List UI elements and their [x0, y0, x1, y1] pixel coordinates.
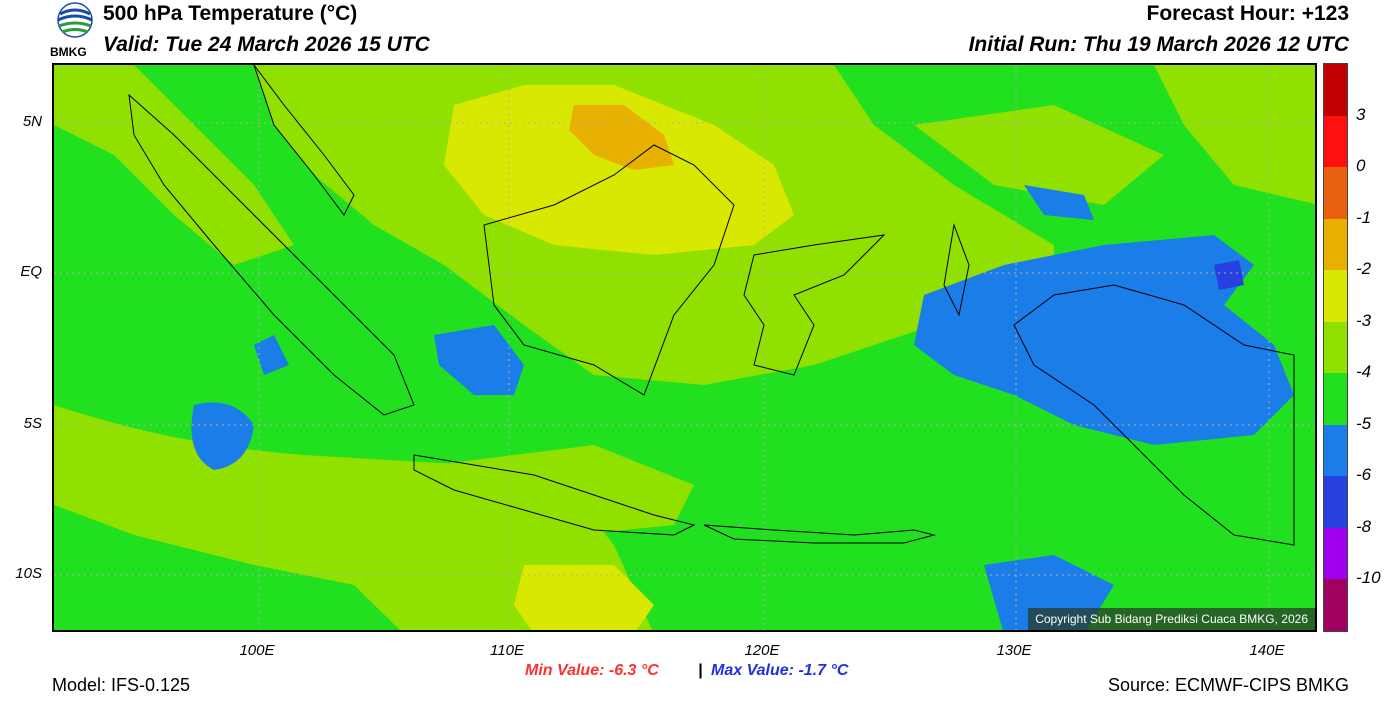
- min-value: Min Value: -6.3 °C: [525, 662, 659, 679]
- lat-label: 5S: [23, 415, 42, 432]
- colorbar-segment: [1324, 527, 1347, 580]
- lon-label: 130E: [996, 642, 1032, 659]
- lat-label: EQ: [20, 263, 42, 280]
- lon-label: 120E: [744, 642, 780, 659]
- logo-text: BMKG: [50, 45, 87, 59]
- forecast-hour: Forecast Hour: +123: [1146, 2, 1350, 25]
- model-info: Model: IFS-0.125: [52, 675, 191, 695]
- temperature-map: [52, 63, 1317, 632]
- colorbar-segment: [1324, 270, 1347, 322]
- colorbar-segment: [1324, 64, 1347, 116]
- colorbar-label: -8: [1356, 516, 1372, 536]
- colorbar-segment: [1324, 373, 1347, 425]
- colorbar-segment: [1324, 579, 1347, 631]
- stats-separator: |: [698, 662, 703, 679]
- colorbar-label: -6: [1356, 465, 1372, 485]
- lat-label: 10S: [15, 565, 42, 582]
- bmkg-logo: [52, 2, 98, 60]
- colorbar-label: -4: [1356, 362, 1372, 382]
- chart-title: 500 hPa Temperature (°C): [103, 2, 358, 25]
- colorbar-segment: [1324, 218, 1347, 271]
- initial-run: Initial Run: Thu 19 March 2026 12 UTC: [968, 33, 1349, 56]
- source-info: Source: ECMWF-CIPS BMKG: [1107, 675, 1349, 695]
- colorbar-label: 0: [1356, 156, 1366, 176]
- colorbar-label: -1: [1356, 207, 1372, 227]
- colorbar-segment: [1324, 424, 1347, 477]
- lon-label: 140E: [1249, 642, 1285, 659]
- colorbar: [1323, 63, 1348, 632]
- valid-time: Valid: Tue 24 March 2026 15 UTC: [103, 33, 430, 56]
- lon-label: 100E: [239, 642, 275, 659]
- colorbar-label: 3: [1356, 104, 1366, 124]
- lon-label: 110E: [490, 642, 524, 659]
- colorbar-label: -2: [1356, 259, 1372, 279]
- colorbar-segment: [1324, 321, 1347, 374]
- lat-label: 5N: [22, 113, 42, 130]
- colorbar-segment: [1324, 476, 1347, 528]
- colorbar-segment: [1324, 167, 1347, 219]
- colorbar-label: -10: [1356, 568, 1381, 588]
- copyright-note: Copyright Sub Bidang Prediksi Cuaca BMKG…: [1028, 608, 1315, 630]
- colorbar-segment: [1324, 115, 1347, 168]
- colorbar-label: -5: [1356, 413, 1372, 433]
- colorbar-label: -3: [1356, 310, 1372, 330]
- max-value: Max Value: -1.7 °C: [711, 662, 849, 679]
